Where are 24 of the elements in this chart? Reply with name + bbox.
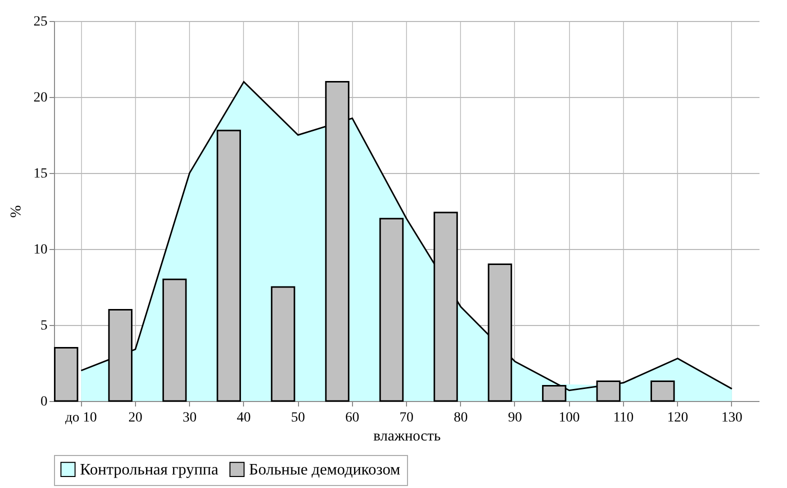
legend-label: Больные демодикозом (249, 461, 400, 478)
y-axis-title: % (8, 205, 24, 218)
y-tick-label: 10 (34, 242, 48, 258)
x-tick-label: 120 (667, 410, 688, 426)
x-axis-title: влажность (373, 428, 441, 444)
y-tick-label: 20 (34, 90, 48, 106)
x-tick-label: 90 (508, 410, 522, 426)
legend-label: Контрольная группа (80, 461, 218, 478)
x-tick-label: 50 (291, 410, 306, 426)
x-tick-label: 70 (400, 410, 414, 426)
x-tick-label: 80 (454, 410, 468, 426)
x-tick-label: 20 (128, 410, 142, 426)
x-tick-label: до 10 (65, 410, 97, 426)
x-tick-label: 110 (613, 410, 634, 426)
x-tick-label: 30 (182, 410, 197, 426)
x-tick-label: 40 (236, 410, 251, 426)
y-tick-label: 5 (40, 318, 48, 334)
y-tick-label: 15 (34, 166, 48, 182)
y-tick-label: 0 (40, 394, 48, 410)
bar (54, 347, 78, 402)
x-tick-label: 100 (558, 410, 580, 426)
x-tick-label: 60 (345, 410, 360, 426)
x-tick-label: 130 (721, 410, 742, 426)
y-tick-label: 25 (34, 14, 48, 30)
